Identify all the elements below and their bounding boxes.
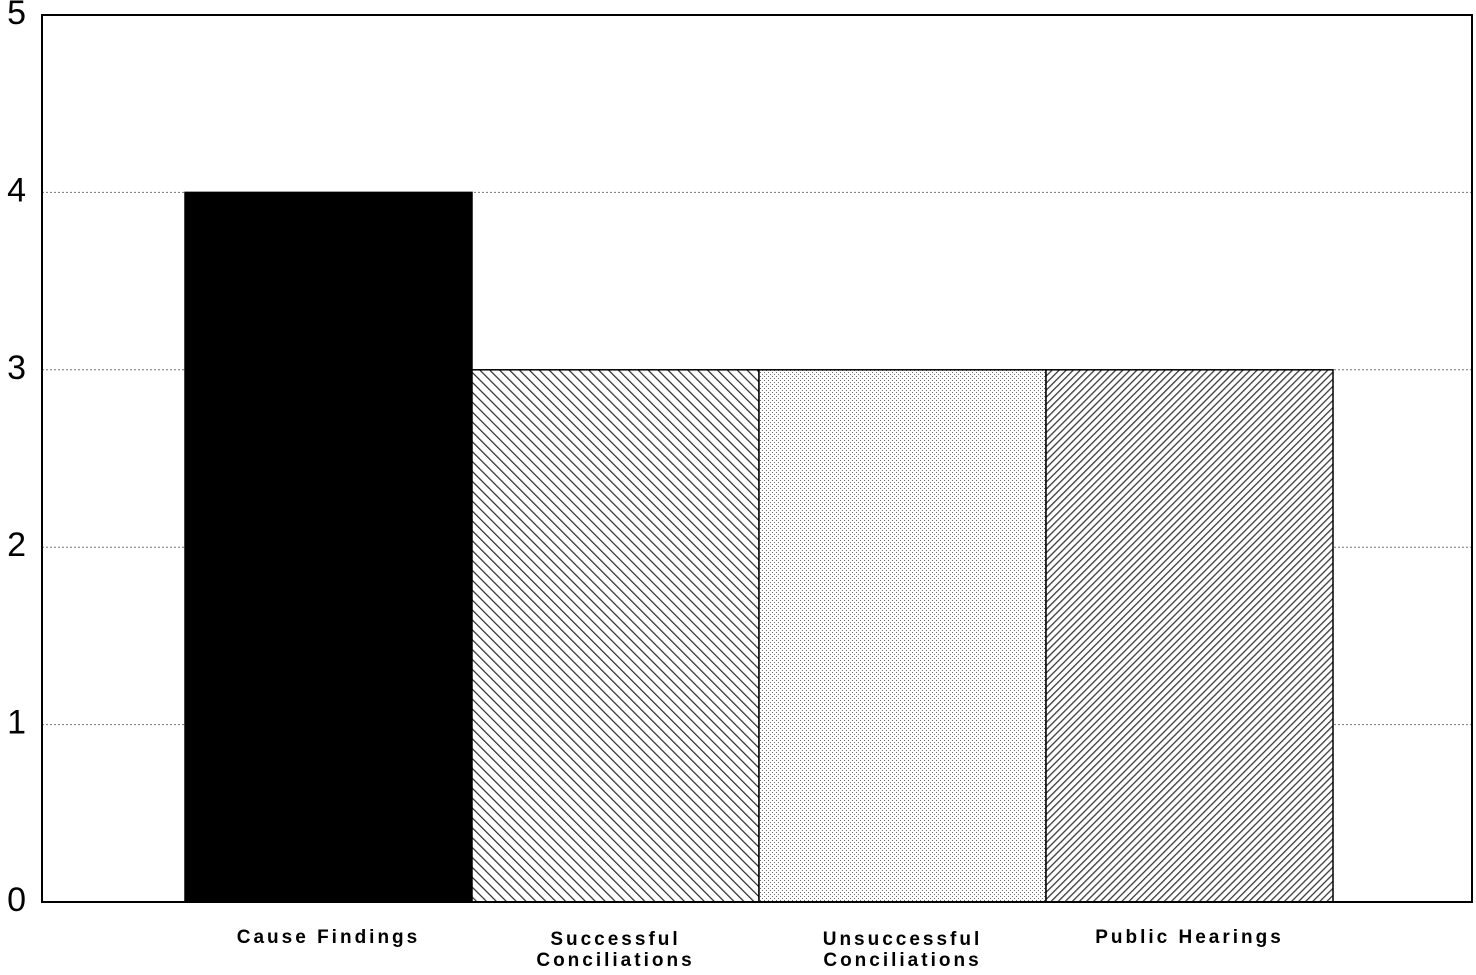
- x-tick-label-cause-findings: Cause Findings: [237, 927, 420, 948]
- bar-public-hearings: [1045, 369, 1334, 903]
- y-tick-label-4: 4: [7, 171, 26, 209]
- bars: [184, 191, 1334, 903]
- x-tick-label-line: Successful: [550, 929, 680, 950]
- bar-cause-findings: [184, 191, 473, 903]
- x-tick-label-line: Public Hearings: [1095, 927, 1284, 948]
- y-tick-label-3: 3: [7, 349, 26, 387]
- bar-unsuccessful-conciliations: [758, 369, 1047, 903]
- y-tick-label-0: 0: [7, 881, 26, 919]
- y-tick-label-1: 1: [7, 704, 26, 742]
- y-tick-label-5: 5: [7, 0, 26, 32]
- x-tick-label-line: Cause Findings: [237, 927, 420, 948]
- plot-frame: [41, 14, 1473, 903]
- y-axis-ticks: 0 1 2 3 4 5: [7, 0, 26, 919]
- plot-border: [41, 14, 1473, 903]
- x-tick-label-public-hearings: Public Hearings: [1095, 927, 1284, 948]
- x-tick-label-line: Conciliations: [823, 950, 981, 971]
- x-axis-ticks: Cause Findings SuccessfulConciliationsUns…: [237, 927, 1284, 971]
- y-tick-label-2: 2: [7, 526, 26, 564]
- x-tick-label-line: Conciliations: [536, 950, 694, 971]
- bar-successful-conciliations: [471, 369, 760, 903]
- x-tick-label-line: Unsuccessful: [823, 929, 983, 950]
